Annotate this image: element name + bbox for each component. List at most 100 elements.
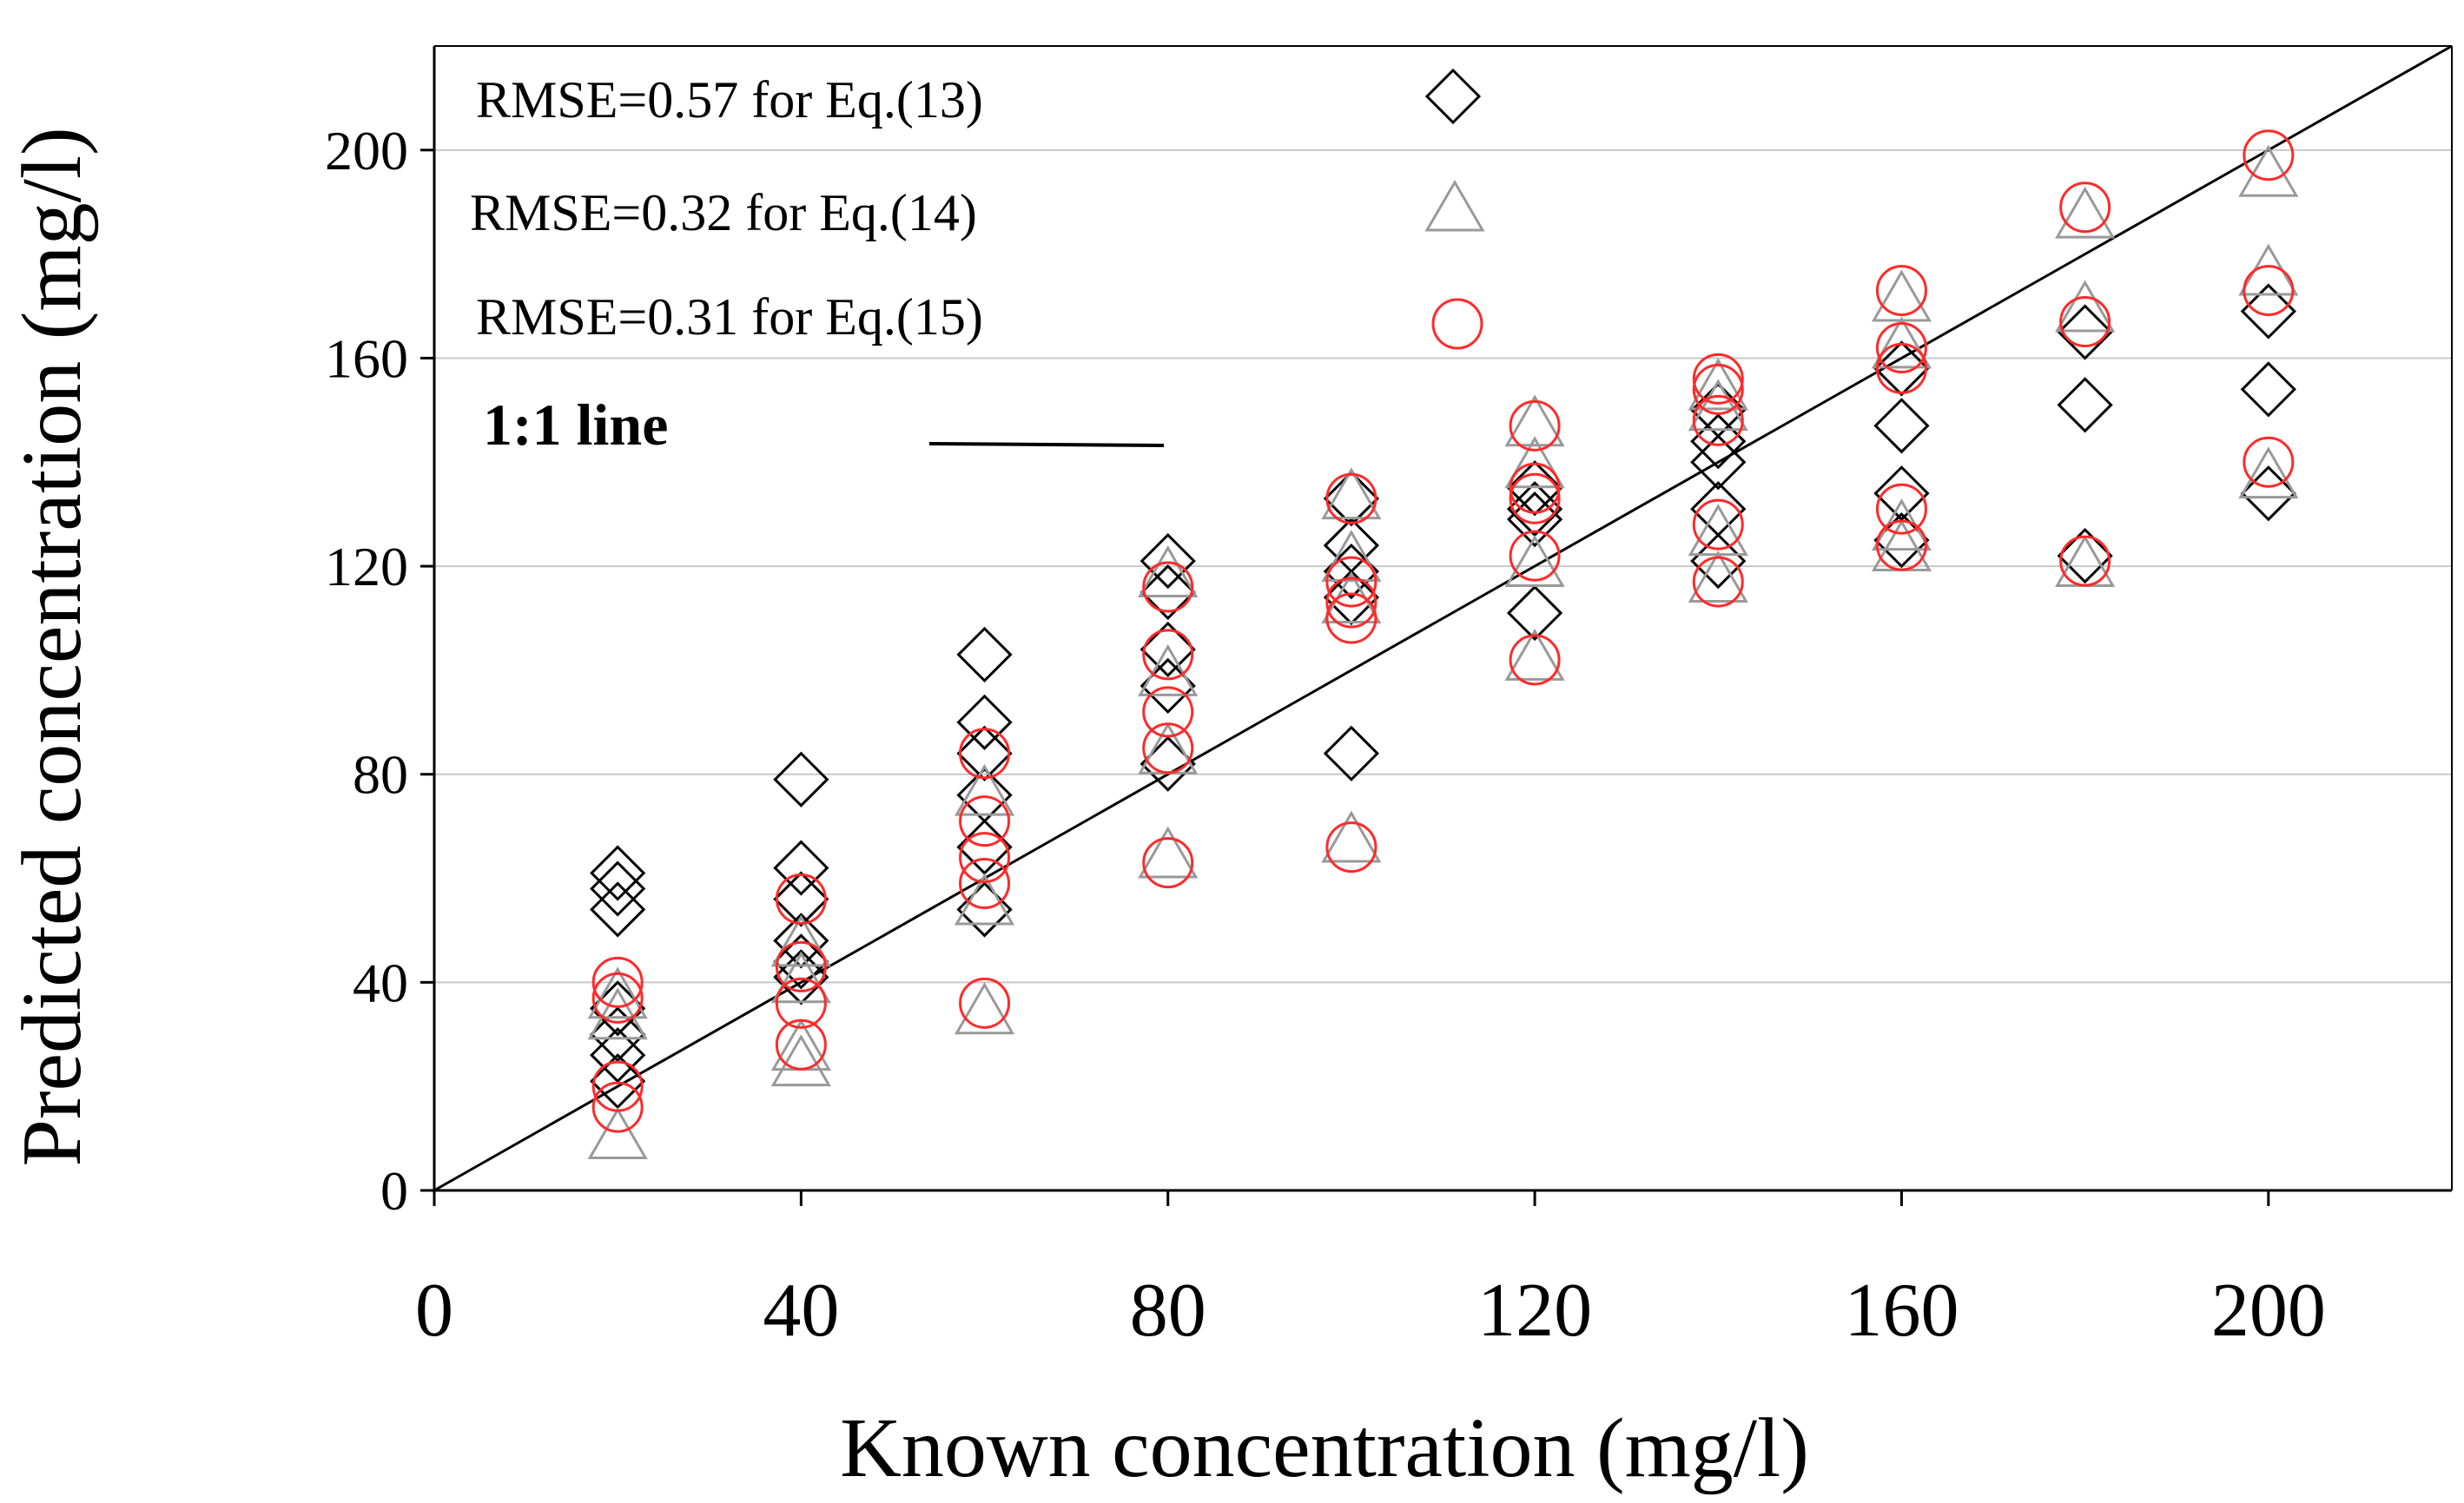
circle-point xyxy=(1142,686,1194,738)
triangle-point xyxy=(1138,545,1199,598)
circle-point xyxy=(1142,629,1194,681)
triangle-point xyxy=(1688,550,1748,603)
x-axis-title: Known concentration (mg/l) xyxy=(840,1401,1809,1495)
diamond-point xyxy=(590,1006,646,1063)
series-diamond xyxy=(590,283,2296,1110)
diamond-point xyxy=(2240,361,2296,418)
triangle-point xyxy=(2055,280,2116,333)
triangle-point xyxy=(587,987,648,1040)
diamond-point xyxy=(1323,725,1380,781)
triangle-point xyxy=(954,763,1015,816)
diamond-point xyxy=(1506,460,1563,517)
circle-point xyxy=(959,977,1011,1029)
circle-point xyxy=(1692,394,1744,446)
diamond-point xyxy=(1323,471,1380,527)
diamond-point xyxy=(773,751,829,808)
triangle-point xyxy=(954,982,1015,1035)
diamond-point xyxy=(773,913,829,969)
diamond-point xyxy=(2057,304,2113,360)
circle-point xyxy=(1692,353,1744,405)
triangle-point xyxy=(587,966,648,1019)
circle-point xyxy=(2243,265,2295,317)
triangle-point xyxy=(2238,144,2299,197)
diamond-point xyxy=(1140,564,1196,621)
circle-point xyxy=(591,1060,644,1112)
triangle-point xyxy=(1321,467,1382,520)
y-tick-label: 40 xyxy=(353,952,408,1013)
triangle-point xyxy=(1504,535,1565,588)
legend-marker-circle xyxy=(1431,298,1483,350)
y-axis-title: Predicted concentration (mg/l) xyxy=(5,127,99,1166)
circle-point xyxy=(1875,519,1927,571)
series-triangle xyxy=(587,144,2299,1160)
x-tick-label: 0 xyxy=(415,1269,453,1353)
legend-label-eq14: RMSE=0.32 for Eq.(14) xyxy=(470,184,977,241)
triangle-point xyxy=(770,951,831,1004)
legend-line-sample xyxy=(928,442,1165,447)
diamond-point xyxy=(1690,413,1747,470)
triangle-point xyxy=(770,1034,831,1087)
diamond-point xyxy=(590,860,646,917)
diamond-point xyxy=(2057,527,2113,584)
circle-point xyxy=(959,858,1011,910)
diamond-point xyxy=(590,881,646,938)
triangle-point xyxy=(1138,643,1199,696)
diamond-point xyxy=(956,694,1013,750)
triangle-point xyxy=(1504,394,1565,447)
triangle-point xyxy=(1871,269,1932,322)
legend-marker-diamond xyxy=(1424,68,1482,125)
triangle-point xyxy=(2238,446,2299,499)
diamond-point xyxy=(956,626,1013,683)
diamond-point xyxy=(590,1027,646,1084)
series-circle xyxy=(591,129,2295,1133)
circle-point xyxy=(1509,462,1561,514)
diamond-point xyxy=(2057,377,2113,433)
circle-point xyxy=(959,728,1011,780)
circle-point xyxy=(2243,436,2295,488)
triangle-point xyxy=(1504,628,1565,681)
circle-point xyxy=(1325,472,1377,524)
triangle-point xyxy=(2238,243,2299,296)
x-tick-label: 80 xyxy=(1130,1269,1206,1353)
circle-point xyxy=(1875,483,1927,535)
circle-point xyxy=(775,977,827,1029)
y-tick-label: 0 xyxy=(380,1160,408,1222)
triangle-point xyxy=(770,914,831,967)
triangle-point xyxy=(587,1107,648,1160)
circle-point xyxy=(959,795,1011,847)
circle-point xyxy=(1509,472,1561,524)
triangle-point xyxy=(1871,316,1932,369)
circle-point xyxy=(1692,556,1744,608)
x-tick-label: 120 xyxy=(1477,1269,1592,1353)
diamond-point xyxy=(956,819,1013,875)
circle-point xyxy=(959,832,1011,884)
triangle-point xyxy=(1504,436,1565,489)
diamond-point xyxy=(1323,569,1380,626)
diamond-point xyxy=(773,933,829,990)
data-series xyxy=(587,129,2299,1160)
circle-point xyxy=(1142,837,1194,889)
axes: 0 40 80 120 160 200 0 40 80 120 160 200 xyxy=(325,45,2453,1353)
diamond-point xyxy=(1873,398,1930,454)
circle-point xyxy=(591,972,644,1024)
circle-point xyxy=(1325,577,1377,629)
triangle-point xyxy=(1688,504,1748,557)
x-tick-label: 40 xyxy=(763,1269,839,1353)
circle-point xyxy=(2059,296,2111,348)
circle-point xyxy=(1325,556,1377,608)
diamond-point xyxy=(1873,340,1930,397)
legend-label-reference-line: 1:1 line xyxy=(483,392,668,458)
circle-point xyxy=(775,1018,827,1071)
triangle-point xyxy=(1321,810,1382,863)
diamond-point xyxy=(2240,283,2296,339)
circle-point xyxy=(2059,535,2111,587)
circle-point xyxy=(591,1081,644,1133)
diamond-point xyxy=(1140,657,1196,715)
circle-point xyxy=(1509,634,1561,686)
y-tick-label: 80 xyxy=(353,744,408,806)
diamond-point xyxy=(773,949,829,1005)
diamond-point xyxy=(773,871,829,927)
circle-point xyxy=(1325,821,1377,873)
diamond-point xyxy=(956,725,1013,781)
